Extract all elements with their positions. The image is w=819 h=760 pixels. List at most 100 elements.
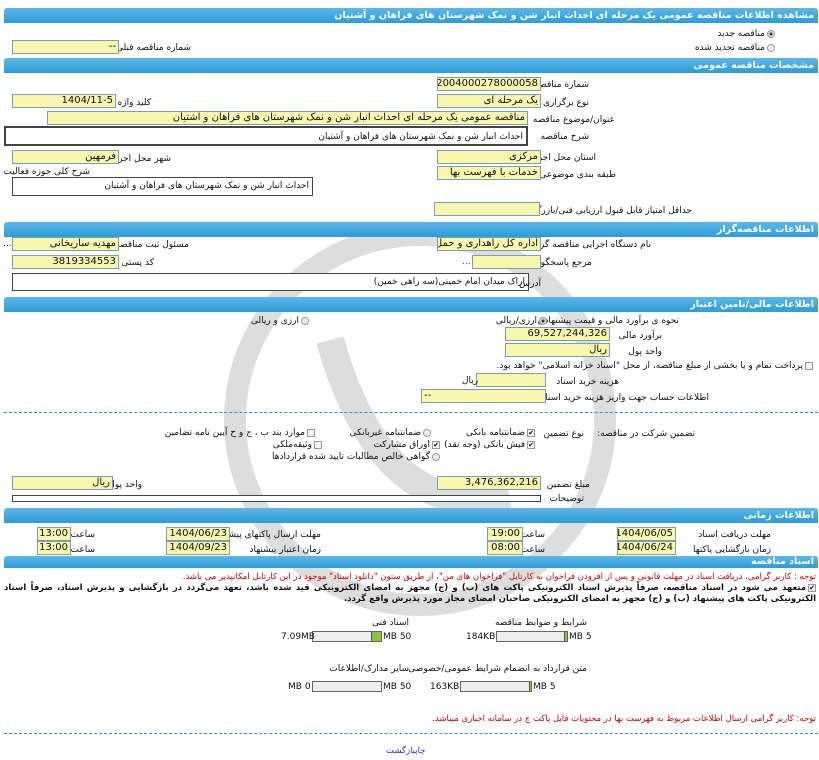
doc-deadline-field[interactable]: 1404/06/05 — [617, 527, 676, 541]
commitment-checkbox[interactable]: ✔ — [808, 583, 816, 592]
file-label: سایر مدارک/اطلاعات — [329, 664, 409, 674]
file-max: 50 MB — [383, 632, 412, 642]
radio-renewed-tender[interactable]: مناقصه تجدید شده — [695, 43, 775, 53]
subject-field[interactable]: مناقصه عمومی یک مرحله ای احداث انبار شن … — [47, 111, 528, 125]
radio-rial[interactable]: ارزی/ریالی — [496, 316, 547, 326]
price-list-notice: توجه: کاربر گرامی ارسال اطلاعات مربوط به… — [432, 714, 816, 724]
responsible-field[interactable]: مهدیه ساریخانی — [12, 237, 119, 251]
min-score-field[interactable] — [434, 202, 540, 216]
file-size[interactable]: 7.09MB — [281, 632, 315, 642]
description-field[interactable]: احداث انبار شن و نمک شهرستان های فراهان … — [4, 126, 528, 146]
address-label: آدرس — [519, 279, 541, 289]
file-label: شرایط و ضوابط مناقصه — [494, 618, 587, 628]
estimate-field[interactable]: 69,527,244,326 — [505, 327, 610, 341]
notes-field[interactable] — [12, 495, 541, 502]
holding-type-label: نوع برگزاری — [543, 98, 589, 108]
estimate-method-label: نحوه ی برآورد مالی و قیمت پیشنهادی — [537, 316, 679, 326]
file-progress-bar — [460, 681, 532, 692]
postal-code-label: کد پستی — [121, 258, 154, 268]
currency-label: واحد پول — [628, 347, 662, 357]
file-size[interactable]: 163KB — [430, 682, 460, 692]
file-progress-bar — [312, 681, 382, 692]
organization-field[interactable]: اداره کل راهداری و حمل و نقل — [437, 237, 541, 251]
validity-field[interactable]: 1404/09/23 — [166, 541, 230, 555]
doc-cost-label: هزینه خرید اسناد — [556, 377, 619, 387]
guarantee-option[interactable]: ضمانتنامه غیربانکی — [350, 428, 431, 438]
submit-deadline-field[interactable]: 1404/06/23 — [166, 527, 230, 541]
category-label: طبقه بندی موضوعی — [539, 170, 616, 180]
file-progress-fill — [564, 632, 567, 641]
currency-field[interactable]: ریال — [505, 343, 610, 357]
file-max: 50 MB — [383, 682, 412, 692]
section-general: مشخصات مناقصه عمومی — [4, 58, 818, 73]
account-label: اطلاعات حساب جهت واریز هزینه خرید اسناد — [541, 393, 709, 403]
address-field[interactable]: اراک میدان امام خمینی(سه راهی خمین) — [12, 273, 529, 291]
file-size[interactable]: 184KB — [466, 632, 496, 642]
doc-deadline-time-field[interactable]: 19:00 — [487, 527, 523, 541]
guarantee-option[interactable]: ✔اوراق مشارکت — [373, 440, 440, 450]
commitment-label: متعهد می شود در اسناد مناقصه، صرفاً پذیر… — [4, 583, 816, 604]
subject-label: عنوان/موضوع مناقصه — [532, 115, 615, 125]
category-field[interactable]: خدمات با فهرست بها — [437, 166, 541, 180]
time-label: ساعت — [70, 545, 96, 555]
radio-label: ارزی/ریالی — [495, 316, 537, 326]
organization-label: نام دستگاه اجرایی مناقصه گزار — [533, 240, 651, 250]
tender-number-field[interactable]: 2004000278000058 — [437, 77, 541, 91]
submit-time-field[interactable]: 13:00 — [37, 527, 71, 541]
radio-foreign-and-rial[interactable]: ارزی و ریالی — [251, 316, 309, 326]
keyword-label: کلید واژه — [117, 98, 151, 108]
doc-cost-unit: ریال — [462, 376, 479, 386]
postal-code-field[interactable]: 3819334553 — [12, 255, 119, 269]
responsible-more-button[interactable]: ... — [3, 239, 12, 249]
section-finance: اطلاعات مالی/تامین اعتبار — [4, 297, 818, 312]
holding-type-field[interactable]: یک مرحله ای — [437, 94, 541, 108]
guarantee-option[interactable]: گواهی خالص مطالبات تایید شده قراردادها — [272, 452, 440, 462]
opening-field[interactable]: 1404/06/24 — [617, 541, 676, 555]
page-title: مشاهده اطلاعات مناقصه عمومی یک مرحله ای … — [4, 8, 818, 23]
file-max: 5 MB — [569, 632, 592, 642]
guarantee-option[interactable]: ✔فیش بانکی (وجه نقد) — [444, 440, 535, 450]
guarantee-label: تضمین شرکت در مناقصه: — [597, 429, 695, 439]
description-label: شرح مناقصه — [540, 132, 589, 142]
file-max: 5 MB — [533, 682, 556, 692]
radio-label: ارزی و ریالی — [250, 316, 299, 326]
activity-label: شرح کلی حوزه فعالیت — [3, 167, 90, 177]
treasury-checkbox[interactable]: پرداخت تمام و یا بخشی از مبلغ مناقصه، از… — [496, 361, 813, 371]
city-field[interactable]: فرمهین — [12, 150, 119, 164]
validity-time-field[interactable]: 13:00 — [37, 541, 71, 555]
option-label: موارد بند ب ، ج و ح آیین نامه تضامین — [164, 428, 305, 438]
section-timing: اطلاعات زمانی — [4, 508, 818, 523]
guarantee-option[interactable]: موارد بند ب ، ج و ح آیین نامه تضامین — [165, 428, 315, 438]
section-organizer: اطلاعات مناقصه‌گزار — [4, 222, 818, 237]
province-field[interactable]: مرکزی — [437, 150, 541, 164]
doc-deadline-label: مهلت دریافت اسناد — [698, 530, 771, 540]
submit-deadline-label: مهلت ارسال پاکتهای پیشنهاد — [214, 530, 321, 540]
file-size[interactable]: 0 MB — [288, 682, 311, 692]
file-label: متن قرارداد به انضمام شرایط عمومی/خصوصی — [408, 664, 587, 674]
keyword-field[interactable]: 1404/11-5 — [12, 94, 116, 108]
guarantee-currency-field[interactable]: ریال — [12, 476, 113, 490]
option-label: اوراق مشارکت — [373, 440, 430, 450]
guarantee-option[interactable]: وثیقه‌ملکی — [273, 440, 322, 450]
back-link[interactable]: بازگشت — [386, 746, 416, 756]
file-progress-bar — [312, 631, 382, 642]
guarantee-option[interactable]: ✔ضمانتنامه بانکی — [466, 428, 535, 438]
account-field[interactable]: -- — [421, 389, 546, 403]
time-label: ساعت — [520, 530, 546, 540]
activity-field[interactable]: احداث انبار شن و نمک شهرستان های فراهان … — [12, 177, 313, 196]
print-link[interactable]: چاپ — [415, 746, 426, 756]
previous-number-field[interactable]: -- — [12, 40, 119, 54]
divider — [4, 733, 818, 734]
guarantee-amount-field[interactable]: 3,476,362,216 — [437, 476, 541, 490]
divider — [4, 412, 818, 413]
radio-new-tender[interactable]: مناقصه جدید — [717, 29, 775, 39]
reference-more-button[interactable]: ... — [462, 257, 471, 267]
reference-field[interactable] — [472, 255, 541, 269]
option-label: ضمانتنامه بانکی — [466, 428, 525, 438]
treasury-label: پرداخت تمام و یا بخشی از مبلغ مناقصه، از… — [496, 361, 803, 371]
opening-time-field[interactable]: 08:00 — [487, 541, 523, 555]
doc-cost-field[interactable] — [476, 373, 546, 387]
radio-label: مناقصه تجدید شده — [694, 43, 765, 53]
tender-number-label: شماره مناقصه — [534, 80, 589, 90]
documents-notice: توجه : کاربر گرامی، دریافت اسناد در مهلت… — [182, 572, 816, 582]
